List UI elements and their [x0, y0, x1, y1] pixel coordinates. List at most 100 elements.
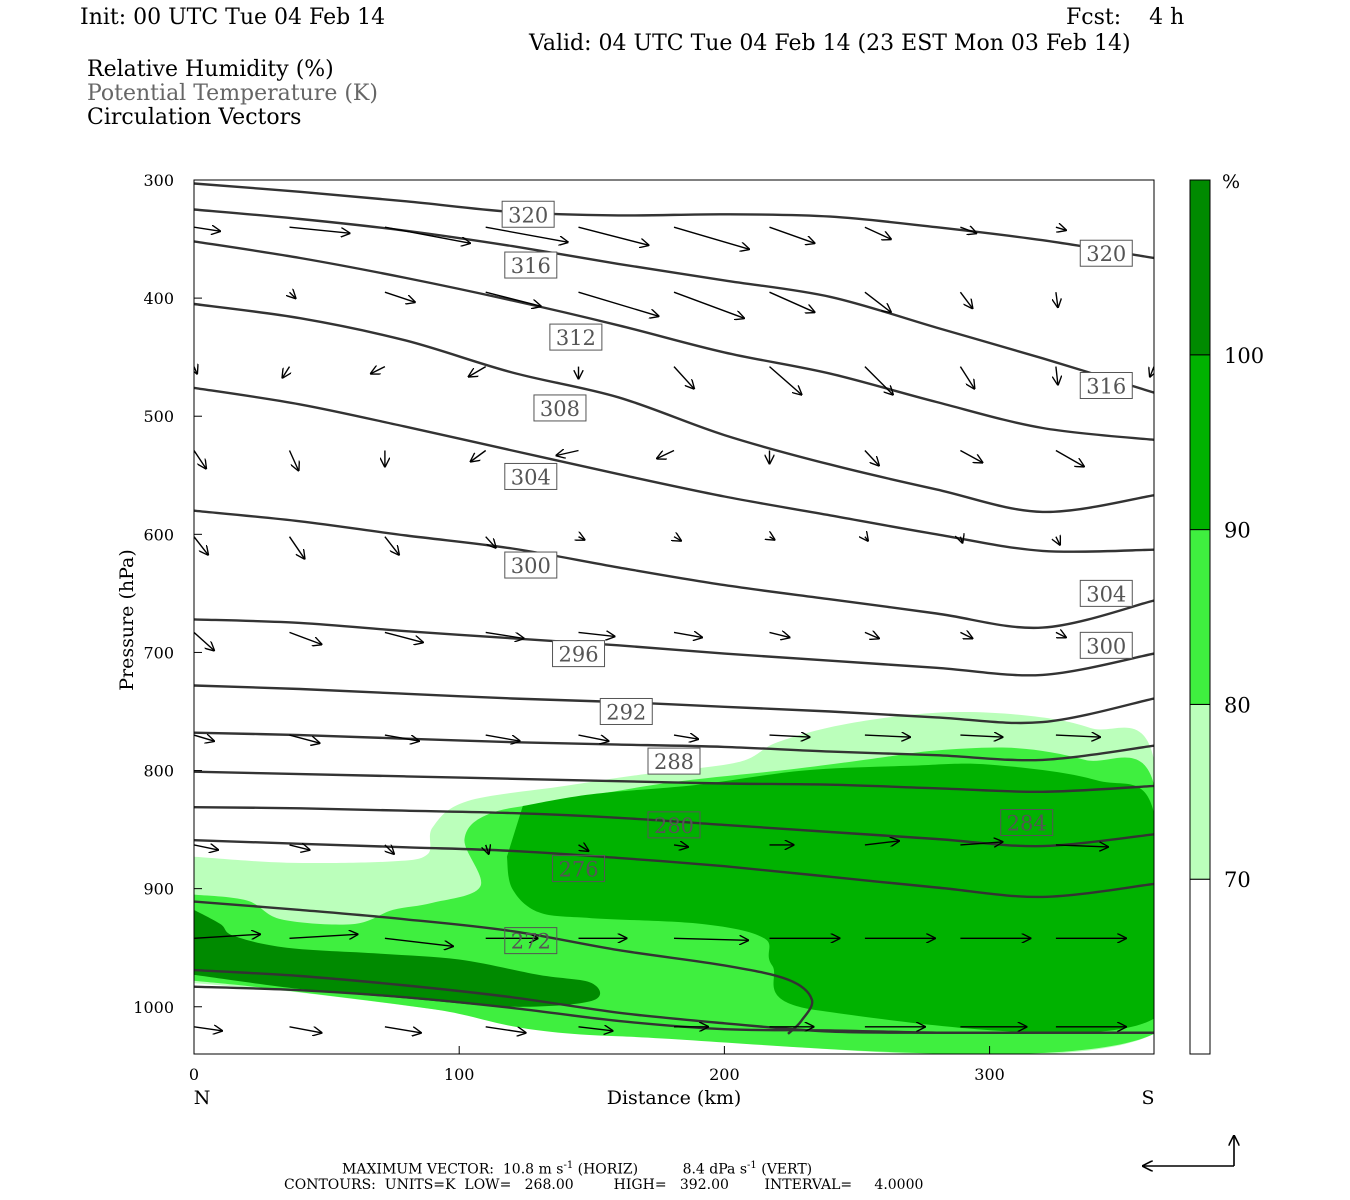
axis-layer: 300 400 500 600 700 800 900 1000 0 100 200 300 — [133, 171, 1005, 1084]
colorbar-unit-label: % — [1222, 171, 1240, 193]
circulation-vector — [290, 292, 296, 298]
theta-contour — [194, 182, 1154, 260]
circulation-vector — [289, 1026, 322, 1033]
theta-contour — [194, 900, 814, 1035]
circulation-vector — [865, 537, 868, 541]
circulation-vector — [194, 735, 214, 741]
circulation-vector — [485, 536, 496, 548]
x-axis-label: Distance (km) — [607, 1087, 742, 1109]
colorbar-segment — [1189, 703, 1211, 880]
circulation-vector — [864, 735, 910, 737]
contour-label-box — [504, 251, 558, 279]
circulation-vector — [657, 449, 675, 459]
contour-label-box — [552, 640, 606, 668]
field-label-theta: Potential Temperature (K) — [87, 81, 378, 106]
circulation-vector — [864, 841, 899, 845]
theta-contour — [194, 386, 1154, 553]
circulation-vector — [1055, 735, 1100, 737]
contour-label: 284 — [1007, 812, 1047, 836]
theta-contour — [194, 618, 1154, 677]
y-tick-label: 300 — [143, 171, 174, 190]
circulation-vector — [959, 366, 974, 389]
circulation-vector — [769, 735, 810, 737]
rh-fill-layer — [194, 712, 1154, 1054]
contour-label: 296 — [558, 643, 598, 667]
max-vector-line: MAXIMUM VECTOR: 10.8 m s-1 (HORIZ) 8.4 d… — [342, 1158, 812, 1178]
circulation-vector — [1055, 632, 1066, 637]
x-tick-label: 200 — [709, 1065, 740, 1084]
circulation-vector — [769, 366, 802, 395]
circulation-vector — [384, 1026, 421, 1033]
circulation-vector — [194, 845, 218, 850]
contour-label: 292 — [606, 700, 646, 724]
circulation-vector — [1056, 366, 1058, 385]
circulation-vector — [385, 845, 394, 854]
forecast-hour: Fcst: 4 h — [1066, 5, 1185, 30]
circulation-vector — [864, 632, 879, 638]
contour-label: 272 — [511, 930, 551, 954]
colorbar-segment — [1189, 878, 1211, 1055]
colorbar-tick-label: 80 — [1224, 693, 1251, 717]
circulation-vector — [1055, 845, 1108, 847]
south-end-label: S — [1141, 1087, 1154, 1109]
circulation-vector — [673, 845, 688, 847]
init-time: Init: 00 UTC Tue 04 Feb 14 — [80, 5, 386, 30]
circulation-vector — [289, 631, 322, 644]
theta-contour — [194, 985, 1154, 1035]
circulation-vector — [673, 735, 698, 739]
circulation-vector — [384, 734, 419, 741]
colorbar-tick-label: 90 — [1224, 519, 1251, 543]
circulation-vector — [289, 845, 310, 850]
circulation-vector — [289, 226, 350, 233]
theta-contour — [194, 684, 1154, 725]
y-tick-label: 700 — [143, 643, 174, 662]
contour-label-box — [501, 200, 555, 228]
circulation-vector — [471, 449, 487, 462]
horiz-max-value: 10.8 m s — [502, 1161, 564, 1178]
contour-label: 320 — [1086, 242, 1126, 266]
contour-label-box — [1079, 579, 1133, 607]
circulation-vector — [289, 734, 320, 743]
circulation-vector — [960, 449, 982, 463]
plot-frame — [193, 179, 1155, 1055]
y-tick-label: 500 — [143, 407, 174, 426]
y-tick-label: 600 — [143, 525, 174, 544]
circulation-vector — [673, 226, 749, 249]
contour-label: 304 — [1086, 582, 1126, 606]
y-tick-label: 900 — [143, 880, 174, 899]
x-tick-label: 300 — [974, 1065, 1005, 1084]
contour-label: 316 — [511, 254, 551, 278]
circulation-vector — [959, 291, 972, 308]
valid-time: Valid: 04 UTC Tue 04 Feb 14 (23 EST Mon … — [529, 31, 1131, 56]
colorbar-segment — [1189, 179, 1211, 356]
circulation-vector — [194, 1027, 222, 1031]
contour-label-box — [552, 855, 606, 883]
circulation-vector — [288, 536, 305, 559]
colorbar-tick-label: 100 — [1224, 344, 1264, 368]
contour-label: 300 — [1086, 634, 1126, 658]
theta-contour — [194, 509, 1154, 630]
x-tick-label: 100 — [444, 1065, 475, 1084]
circulation-vector — [578, 632, 615, 636]
contour-label-box — [504, 462, 558, 490]
theta-contour — [194, 731, 1154, 762]
y-tick-label: 400 — [143, 289, 174, 308]
circulation-vector — [673, 291, 744, 318]
theta-contour — [194, 240, 1154, 441]
circulation-vector — [769, 291, 815, 312]
colorbar-segment — [1189, 354, 1211, 531]
circulation-vector — [485, 1026, 526, 1033]
x-tick-label: 0 — [189, 1065, 199, 1084]
theta-contour-layer — [194, 182, 1154, 1035]
contour-label-box — [647, 747, 701, 775]
contour-label-box — [533, 394, 587, 422]
circulation-vector — [384, 937, 453, 946]
contour-label: 320 — [508, 203, 548, 227]
circulation-vector — [960, 227, 976, 233]
reference-vector-icon — [1143, 1136, 1234, 1166]
contour-label: 308 — [540, 397, 580, 421]
circulation-vector — [864, 291, 891, 312]
horiz-exponent: -1 — [563, 1160, 574, 1171]
circulation-vector — [673, 366, 694, 389]
circulation-vector — [283, 366, 290, 378]
